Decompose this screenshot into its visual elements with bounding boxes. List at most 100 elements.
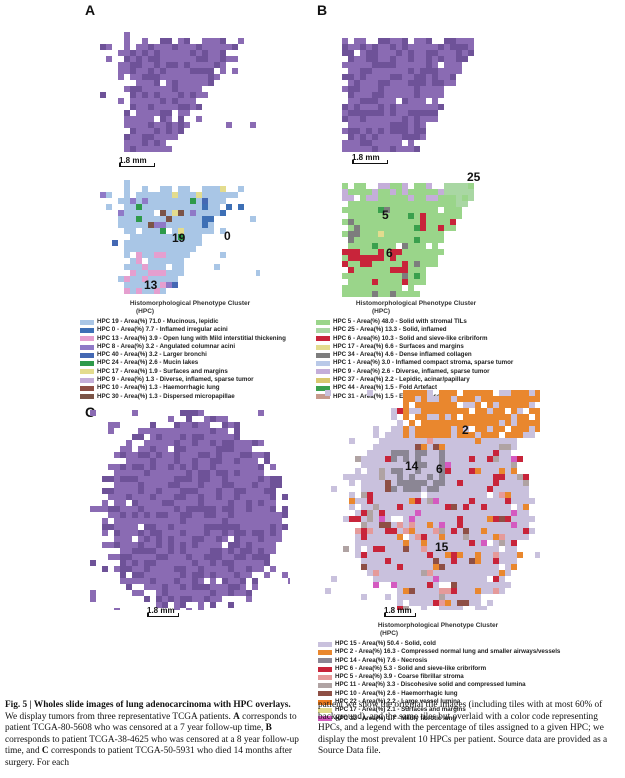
tile: [420, 98, 426, 104]
tile: [451, 432, 457, 438]
tile: [354, 86, 360, 92]
tile: [168, 566, 174, 572]
tile: [124, 198, 130, 204]
tile: [361, 534, 367, 540]
tile: [136, 62, 142, 68]
tile: [234, 518, 240, 524]
tile: [264, 506, 270, 512]
tile: [408, 189, 414, 195]
tile: [354, 134, 360, 140]
tile: [154, 222, 160, 228]
legend-swatch: [80, 386, 94, 392]
tile: [130, 98, 136, 104]
tile: [517, 432, 523, 438]
tile: [216, 494, 222, 500]
tile: [420, 189, 426, 195]
tile: [487, 396, 493, 402]
tile: [226, 122, 232, 128]
tile: [342, 183, 348, 189]
tile: [126, 494, 132, 500]
tile: [186, 488, 192, 494]
tile: [366, 80, 372, 86]
tile: [505, 402, 511, 408]
legend-swatch: [80, 394, 94, 400]
tile: [136, 122, 142, 128]
tile: [445, 504, 451, 510]
tile: [481, 414, 487, 420]
tile: [426, 225, 432, 231]
tile: [220, 192, 226, 198]
tile: [124, 186, 130, 192]
tile: [511, 558, 517, 564]
tile: [462, 44, 468, 50]
tile: [469, 522, 475, 528]
tile: [535, 552, 540, 558]
tile: [445, 522, 451, 528]
tile: [414, 44, 420, 50]
tile: [456, 207, 462, 213]
tile: [202, 222, 208, 228]
tile: [487, 414, 493, 420]
tile: [433, 402, 439, 408]
tile: [172, 50, 178, 56]
tile: [384, 189, 390, 195]
tile: [178, 240, 184, 246]
tile: [366, 104, 372, 110]
tile: [252, 548, 258, 554]
tile: [469, 456, 475, 462]
tile: [391, 534, 397, 540]
tile: [258, 488, 264, 494]
tile: [154, 276, 160, 282]
tile: [529, 402, 535, 408]
tile: [354, 267, 360, 273]
tile: [354, 146, 360, 152]
tile: [420, 128, 426, 134]
tile: [348, 140, 354, 146]
tile: [192, 440, 198, 446]
tile: [469, 432, 475, 438]
tile: [439, 594, 445, 600]
tile: [252, 524, 258, 530]
tile: [390, 285, 396, 291]
tile: [445, 492, 451, 498]
tile: [240, 590, 246, 596]
tile: [192, 584, 198, 590]
caption-right-body: patient we show the original tile images…: [318, 700, 608, 757]
tile: [144, 566, 150, 572]
tile: [433, 486, 439, 492]
tile: [414, 189, 420, 195]
tile: [106, 192, 112, 198]
tile: [402, 213, 408, 219]
tile: [427, 576, 433, 582]
tile: [391, 414, 397, 420]
tile: [166, 258, 172, 264]
tile: [136, 246, 142, 252]
tile: [421, 504, 427, 510]
tile: [438, 237, 444, 243]
tile: [366, 213, 372, 219]
tile: [228, 506, 234, 512]
legend-swatch: [80, 369, 94, 375]
tile: [372, 62, 378, 68]
tile: [148, 204, 154, 210]
tile: [463, 396, 469, 402]
tile: [390, 237, 396, 243]
figure-caption-left: Fig. 5 | Wholes slide images of lung ade…: [5, 700, 305, 770]
tile: [372, 237, 378, 243]
tile: [178, 198, 184, 204]
tile: [511, 468, 517, 474]
tile: [150, 506, 156, 512]
tile: [150, 470, 156, 476]
tile: [433, 438, 439, 444]
tile: [150, 446, 156, 452]
tile: [154, 270, 160, 276]
tile: [142, 110, 148, 116]
tile: [420, 267, 426, 273]
tile: [367, 450, 373, 456]
tile: [355, 474, 361, 480]
tile: [142, 98, 148, 104]
tile: [361, 522, 367, 528]
tile: [457, 552, 463, 558]
tile: [264, 560, 270, 566]
tile: [499, 486, 505, 492]
